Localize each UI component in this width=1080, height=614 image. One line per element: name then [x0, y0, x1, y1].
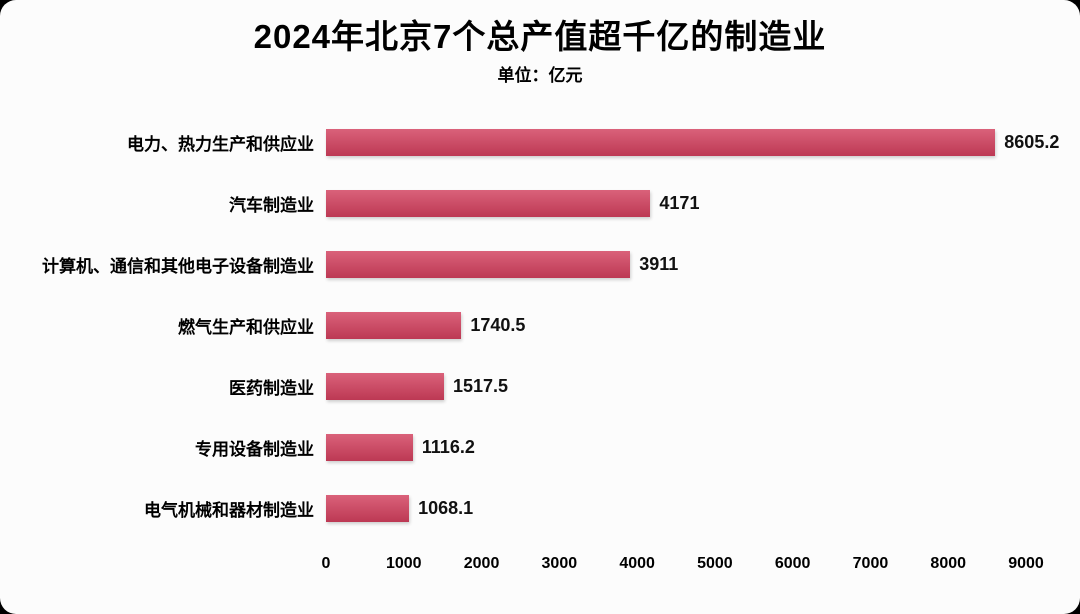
x-axis-tick-label: 3000 [541, 555, 578, 573]
bar-row: 燃气生产和供应业 1740.5 [0, 295, 1080, 356]
bar [326, 251, 631, 279]
bar [326, 190, 651, 218]
bar-row: 医药制造业 1517.5 [0, 356, 1080, 417]
x-axis-tick-label: 2000 [463, 555, 500, 573]
bar-row: 电气机械和器材制造业 1068.1 [0, 478, 1080, 539]
value-label: 1116.2 [421, 437, 475, 458]
category-label: 电气机械和器材制造业 [144, 501, 314, 521]
x-axis-tick-label: 9000 [1008, 555, 1044, 573]
x-axis-tick-label: 4000 [619, 555, 655, 573]
bar-row: 电力、热力生产和供应业 8605.2 [0, 112, 1080, 173]
x-axis-ticks: 0 1000 2000 3000 4000 5000 6000 7000 8000 9000 [322, 555, 1044, 579]
value-label: 4171 [659, 193, 700, 214]
bar-track: 4171 [326, 190, 1026, 218]
x-axis-tick-label: 6000 [774, 555, 811, 573]
value-label: 1068.1 [418, 498, 474, 519]
category-label: 专用设备制造业 [195, 440, 314, 460]
bar [326, 373, 445, 401]
category-label: 计算机、通信和其他电子设备制造业 [42, 257, 314, 277]
value-label: 3911 [639, 254, 679, 275]
category-label: 电力、热力生产和供应业 [127, 135, 314, 155]
x-axis-tick-label: 7000 [852, 555, 889, 573]
x-axis-tick-label: 5000 [697, 555, 733, 573]
category-label: 汽车制造业 [229, 196, 314, 216]
category-label: 医药制造业 [229, 379, 314, 399]
x-axis-tick-label: 8000 [930, 555, 967, 573]
chart-unit-subtitle: 单位：亿元 [497, 66, 583, 86]
category-label: 燃气生产和供应业 [178, 318, 314, 338]
bar [326, 495, 410, 523]
bar [326, 129, 996, 157]
bar-row: 汽车制造业 4171 [0, 173, 1080, 234]
chart-title: 2024年北京7个总产值超千亿的制造业 [253, 18, 827, 55]
x-axis-tick-label: 1000 [385, 555, 422, 573]
bar-track: 1068.1 [326, 495, 1026, 523]
bar-track: 8605.2 [326, 129, 1059, 157]
bar-chart: 电力、热力生产和供应业 8605.2 汽车制造业 4171 计算机、通信和其他电子设备制… [0, 112, 1080, 539]
value-label: 1740.5 [470, 315, 526, 336]
bar-track: 1116.2 [326, 434, 1026, 462]
value-label: 8605.2 [1004, 132, 1060, 153]
bar-track: 3911 [326, 251, 1026, 279]
x-axis-spacer [0, 555, 326, 579]
chart-header: 2024年北京7个总产值超千亿的制造业 单位：亿元 [0, 0, 1080, 86]
bar-track: 1740.5 [326, 312, 1026, 340]
bar-track: 1517.5 [326, 373, 1026, 401]
bar [326, 312, 462, 340]
bar-row: 计算机、通信和其他电子设备制造业 3911 [0, 234, 1080, 295]
bar [326, 434, 413, 462]
x-axis: 0 1000 2000 3000 4000 5000 6000 7000 8000 9000 [0, 555, 1080, 579]
bar-row: 专用设备制造业 1116.2 [0, 417, 1080, 478]
value-label: 1517.5 [453, 376, 509, 397]
x-axis-tick-label: 0 [321, 555, 331, 573]
